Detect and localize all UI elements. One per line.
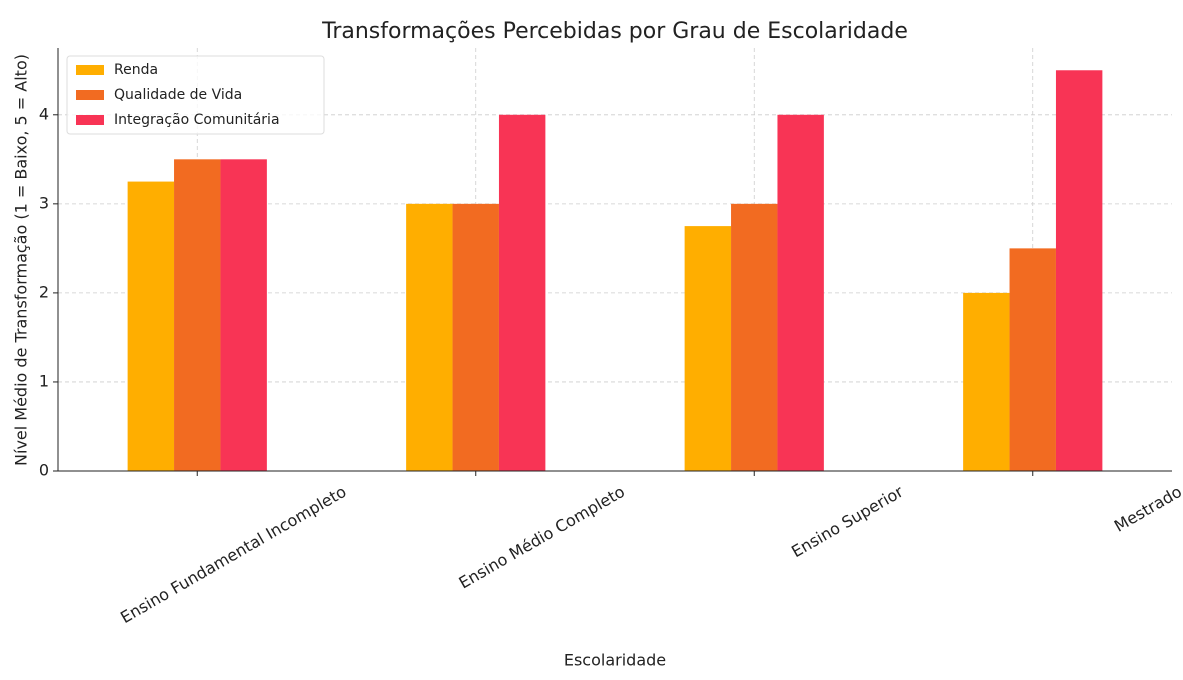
legend-label: Integração Comunitária: [114, 112, 280, 128]
bar: [174, 159, 221, 471]
legend: Renda Qualidade de Vida Integração Comunit…: [66, 55, 325, 135]
x-tick-label: Ensino Superior: [788, 482, 907, 562]
y-tick-label: 2: [39, 282, 49, 301]
bar: [731, 203, 778, 471]
legend-swatch: [76, 115, 104, 125]
y-tick-label: 3: [39, 193, 49, 212]
bar: [498, 114, 546, 471]
bar: [127, 181, 175, 471]
legend-swatch: [76, 90, 104, 100]
x-tick-label: Ensino Fundamental Incompleto: [117, 482, 349, 627]
x-tick-label: Mestrado: [1111, 482, 1183, 536]
x-tick-label: Ensino Médio Completo: [455, 482, 628, 593]
bar: [963, 292, 1010, 471]
bar: [220, 159, 267, 471]
y-axis-label: Nível Médio de Transformação (1 = Baixo,…: [12, 54, 31, 466]
chart-title: Transformações Percebidas por Grau de Es…: [321, 19, 908, 44]
bar: [1009, 248, 1056, 471]
legend-label: Qualidade de Vida: [114, 87, 242, 103]
bar: [452, 203, 499, 471]
bar: [777, 114, 824, 471]
legend-label: Renda: [114, 62, 158, 78]
y-tick-label: 0: [39, 461, 49, 480]
legend-frame: [66, 55, 325, 135]
y-tick-label: 4: [39, 104, 49, 123]
x-axis-label: Escolaridade: [564, 651, 666, 670]
y-tick-label: 1: [39, 371, 49, 390]
bar: [1055, 70, 1103, 472]
legend-swatch: [76, 65, 104, 75]
bar: [684, 226, 732, 471]
bar: [406, 203, 453, 471]
